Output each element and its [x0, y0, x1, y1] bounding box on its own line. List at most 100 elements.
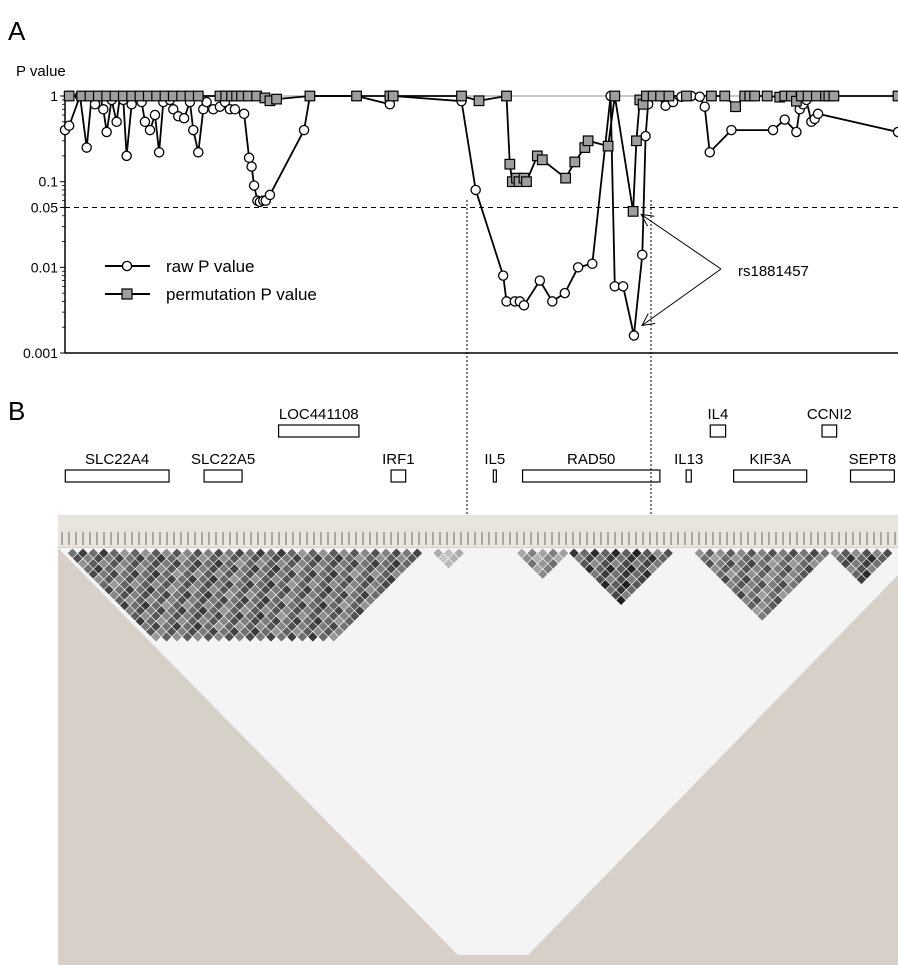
gene-label-il13: IL13: [674, 451, 703, 468]
legend: raw P value permutation P value: [105, 257, 317, 304]
permutation-p-point: [602, 140, 614, 152]
raw-p-point: [201, 96, 212, 108]
y-tick-label: 1: [50, 88, 58, 104]
raw-p-point: [98, 104, 109, 115]
annotation-group: rs1881457: [640, 213, 809, 327]
permutation-p-point: [761, 90, 773, 102]
ld-cell: [453, 547, 465, 559]
gene-box-sept8: [849, 469, 895, 483]
permutation-p-point: [304, 90, 316, 102]
raw-p-point: [101, 126, 112, 138]
panel-label-b: B: [8, 396, 25, 426]
ld-cell: [819, 547, 831, 559]
gene-label-kif3a: KIF3A: [749, 451, 791, 468]
connector-line-1: [650, 200, 661, 550]
ld-heatmap-panel: SLC22A4 SLC22A5 LOC441108 IRF1 IL5 RAD50 IL13 I…: [58, 200, 898, 965]
legend-label-1: permutation P value: [166, 285, 317, 304]
series-group: [59, 90, 898, 341]
raw-p-point: [791, 126, 802, 138]
raw-p-point: [767, 124, 779, 136]
gene-box-slc22a5: [203, 469, 243, 483]
permutation-p-point: [192, 90, 204, 102]
permutation-p-point: [582, 135, 594, 147]
raw-p-point: [153, 147, 165, 158]
gene-label-slc22a5: SLC22A5: [191, 451, 255, 468]
gene-box-rad50: [521, 469, 661, 483]
raw-p-point: [168, 104, 179, 115]
y-tick-label: 0.1: [39, 174, 59, 190]
gene-label-irf1: IRF1: [382, 451, 415, 468]
permutation-p-point: [560, 172, 572, 184]
gene-track: SLC22A4 SLC22A5 LOC441108 IRF1 IL5 RAD50 IL13 I…: [64, 406, 897, 483]
raw-p-point: [121, 150, 132, 162]
raw-p-point: [726, 124, 737, 136]
connector-line-0: [466, 200, 509, 550]
raw-p-point: [63, 120, 75, 131]
permutation-p-point: [521, 176, 532, 188]
raw-p-point: [238, 108, 250, 120]
y-tick-label: 0.01: [31, 259, 58, 275]
raw-p-point: [144, 124, 156, 136]
gene-label-il4: IL4: [708, 406, 729, 423]
permutation-p-point: [828, 90, 840, 102]
gene-box-il4: [709, 424, 727, 438]
permutation-p-point: [473, 95, 485, 107]
permutation-p-point: [271, 93, 282, 105]
raw-p-point: [248, 180, 260, 191]
raw-p-point: [178, 112, 190, 124]
gene-box-ccni2: [821, 424, 838, 438]
permutation-p-point: [730, 101, 741, 113]
permutation-p-point: [681, 90, 692, 102]
annotation-arrowhead-0: [640, 213, 655, 227]
raw-p-point: [534, 275, 546, 286]
permutation-p-point: [387, 90, 399, 102]
panel-label-a: A: [8, 16, 26, 46]
gene-box-irf1: [390, 469, 407, 483]
raw-p-point: [243, 152, 255, 164]
raw-p-point: [139, 116, 151, 128]
raw-p-point: [587, 258, 598, 270]
raw-p-point: [264, 189, 276, 201]
raw-p-point: [637, 249, 648, 261]
gene-label-ccni2: CCNI2: [807, 406, 852, 423]
y-ticks: 1 0.1 0.05 0.01 0.001: [23, 88, 65, 361]
permutation-p-point: [706, 90, 717, 102]
raw-p-point: [812, 108, 824, 120]
raw-p-point: [193, 147, 204, 158]
gene-label-slc22a4: SLC22A4: [85, 451, 149, 468]
ld-cell: [881, 547, 894, 559]
raw-p-point: [694, 91, 705, 103]
raw-p-point: [246, 161, 257, 172]
gene-label-loc441108: LOC441108: [279, 406, 359, 423]
raw-p-point: [188, 124, 199, 136]
permutation-p-point: [536, 154, 548, 166]
gene-box-il13: [685, 469, 692, 483]
raw-p-point: [892, 126, 898, 138]
ld-cells: [66, 547, 894, 643]
permutation-p-point: [719, 90, 731, 102]
raw-p-point: [298, 124, 310, 136]
gene-label-sept8: SEPT8: [849, 451, 897, 468]
annotation-label: rs1881457: [738, 263, 809, 280]
raw-p-point: [779, 114, 790, 125]
raw-p-point: [547, 296, 558, 307]
legend-marker-permutation: [121, 288, 133, 300]
permutation-p-point: [892, 90, 898, 102]
permutation-p-point: [627, 205, 639, 217]
raw-p-point: [699, 101, 710, 112]
legend-label-0: raw P value: [166, 257, 255, 276]
gene-box-il5: [492, 469, 497, 483]
pvalue-chart: P value 1 0.1 0.05 0.01 0.001 raw P value per…: [16, 63, 898, 361]
raw-p-point: [497, 270, 509, 281]
ld-triangle: [58, 548, 898, 955]
gene-label-rad50: RAD50: [567, 451, 615, 468]
permutation-p-point: [569, 156, 581, 168]
annotation-arrow-1: [641, 268, 722, 326]
permutation-p-point: [663, 90, 675, 102]
permutation-p-point: [456, 90, 467, 102]
permutation-p-point: [631, 135, 642, 147]
y-tick-label: 0.05: [31, 199, 58, 215]
ld-cell: [662, 547, 674, 559]
raw-p-point: [111, 116, 122, 128]
